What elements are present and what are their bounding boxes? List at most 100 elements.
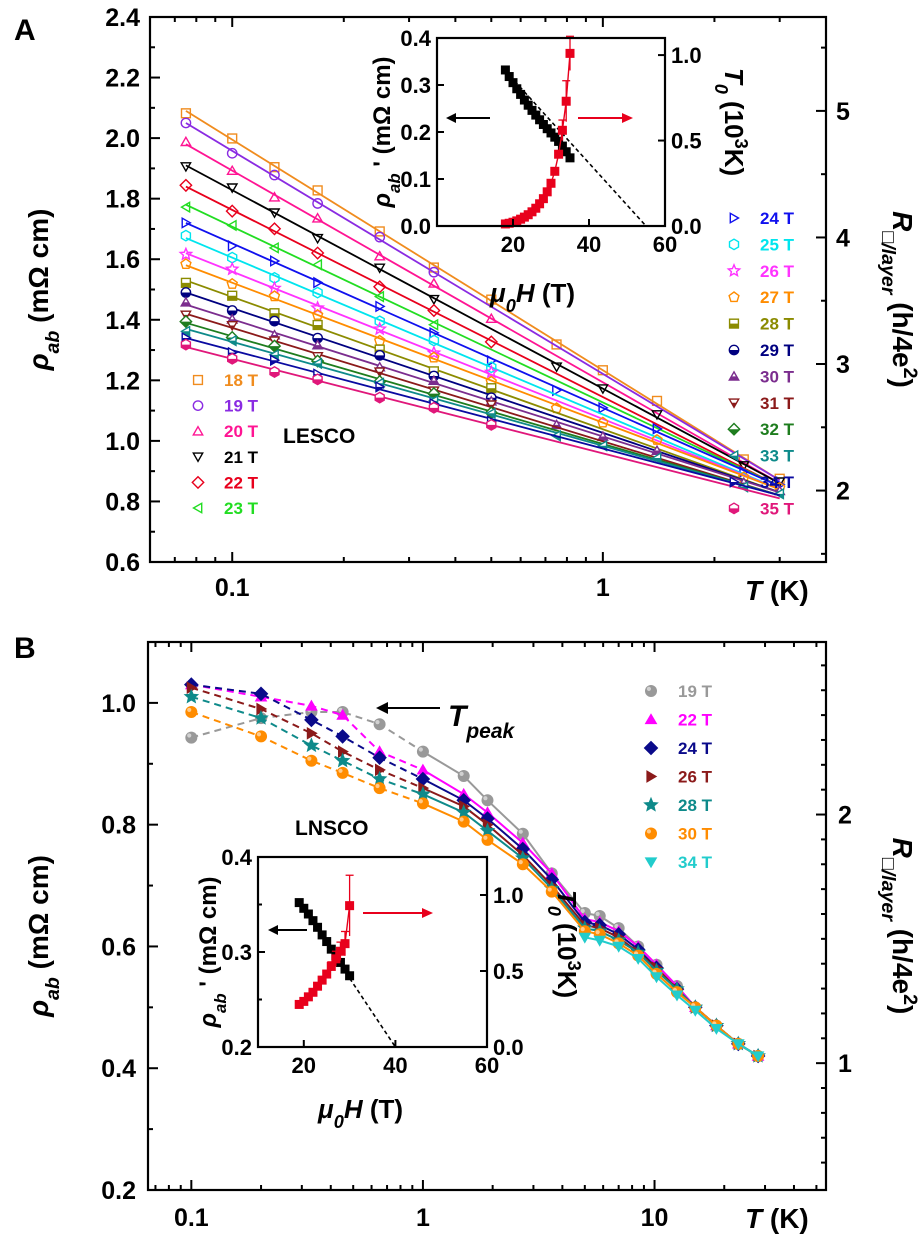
data-point (455, 804, 472, 820)
data-point-shine (547, 887, 552, 892)
legend-label: 26 T (678, 768, 713, 787)
data-point (651, 395, 663, 407)
legend-label: 24 T (678, 739, 713, 758)
legend-label: 21 T (224, 448, 259, 467)
legend-marker-fill (730, 482, 739, 487)
legend-marker (645, 827, 657, 840)
data-point-shine (256, 732, 262, 737)
legend-label: 29 T (760, 341, 795, 360)
fit-line (185, 321, 780, 497)
data-point-fill (268, 346, 281, 352)
data-point (227, 239, 239, 252)
legend-marker (192, 425, 204, 436)
x-tick-label: 1 (416, 1204, 430, 1232)
data-point-shine (307, 756, 312, 761)
legend-marker (729, 212, 740, 224)
legend-marker (192, 374, 204, 386)
legend-item: 24 T (643, 739, 713, 758)
legend-item: 19 T (645, 682, 713, 701)
sample-label-lnsco: LNSCO (295, 817, 369, 840)
fit-line (185, 279, 780, 494)
y-tick-label: 2.4 (105, 4, 140, 32)
panel-a: A 0.6 0.8 1.0 1.2 1.4 1.6 1.8 2.0 2.2 2.4 0.1 1 2 3 4 5 ρ… (14, 4, 921, 606)
legend-label: 30 T (678, 825, 713, 844)
legend-marker (191, 475, 205, 490)
data-point (185, 731, 198, 744)
y2-tick-label: 2 (838, 802, 852, 830)
inset-y-tick-label: 0.4 (400, 26, 431, 51)
x-tick-label: 0.1 (174, 1204, 209, 1232)
data-point-shine (518, 829, 523, 834)
data-point (226, 183, 239, 194)
x-tick-label: 10 (641, 1204, 669, 1232)
rho-prime-point (345, 971, 355, 981)
inset-bg (258, 857, 487, 1047)
series-a-29t (180, 287, 780, 494)
legend-label: 28 T (760, 315, 795, 334)
y-tick-label: 0.8 (105, 488, 140, 516)
inset-y-tick-label: 0.2 (400, 120, 431, 145)
data-point (751, 1051, 765, 1063)
inset-y2-tick-label: 0.0 (671, 214, 702, 239)
legend-label: 31 T (760, 394, 795, 413)
data-point (183, 688, 200, 704)
data-point (631, 954, 645, 965)
data-point-shine (595, 911, 600, 917)
data-point (268, 191, 281, 202)
fit-line (185, 327, 780, 497)
T0-point (308, 987, 318, 997)
inset-x-tick-label: 40 (577, 232, 601, 257)
inset-y-tick-label: 0.3 (221, 940, 252, 965)
inset-arrowhead-right (622, 113, 633, 123)
data-point-fill (227, 358, 237, 364)
y2-tick-label: 3 (836, 351, 850, 379)
rho-prime-point (313, 922, 323, 932)
rho-prime-point (527, 105, 537, 115)
legend-item: 22 T (191, 473, 259, 492)
data-point-shine (375, 783, 380, 789)
x-axis-label-b: T (K) (745, 1203, 809, 1234)
legend-item: 34 T (644, 853, 713, 872)
rho-prime-point (512, 84, 522, 94)
T0-point (299, 996, 309, 1006)
tpeak-arrowhead (376, 702, 388, 714)
rho-prime-point (535, 115, 545, 125)
series-a-31t (179, 310, 780, 497)
data-point (428, 351, 440, 363)
rho-prime-point (523, 100, 533, 110)
y-tick-label: 0.6 (105, 549, 140, 577)
data-point (336, 766, 349, 779)
legend-label: 19 T (224, 397, 259, 416)
data-point-shine (338, 768, 343, 773)
data-point (416, 797, 429, 810)
data-point (374, 315, 385, 328)
legend-label: 20 T (224, 422, 259, 441)
data-point (416, 745, 429, 758)
inset-arrowhead-right (422, 908, 433, 918)
legend-item: 25 T (728, 235, 795, 254)
fit-line (185, 303, 780, 494)
legend-label: 22 T (224, 473, 259, 492)
inset-y2-label-b: T0 (103K) (544, 890, 584, 998)
data-point-shine (518, 860, 523, 865)
legend-item: 35 T (728, 499, 795, 518)
legend-item: 30 T (728, 367, 795, 386)
data-point (269, 162, 280, 173)
inset-x-label-a: μ0H (T) (489, 278, 575, 316)
data-point (269, 169, 280, 181)
legend-item: 30 T (645, 825, 713, 844)
inset-arrowhead-left (446, 113, 456, 123)
fit-line (185, 337, 780, 497)
data-point (335, 729, 350, 744)
data-point (373, 718, 386, 731)
data-point (651, 433, 663, 445)
fit-line (185, 264, 781, 491)
data-point (373, 250, 386, 261)
legend-item: 31 T (728, 394, 795, 413)
T0-point (335, 946, 345, 956)
inset-y-tick-label: 0.3 (400, 73, 431, 98)
data-point (179, 178, 193, 193)
fit-line (185, 237, 781, 491)
data-point (224, 261, 240, 276)
rho-prime-point (500, 65, 510, 75)
